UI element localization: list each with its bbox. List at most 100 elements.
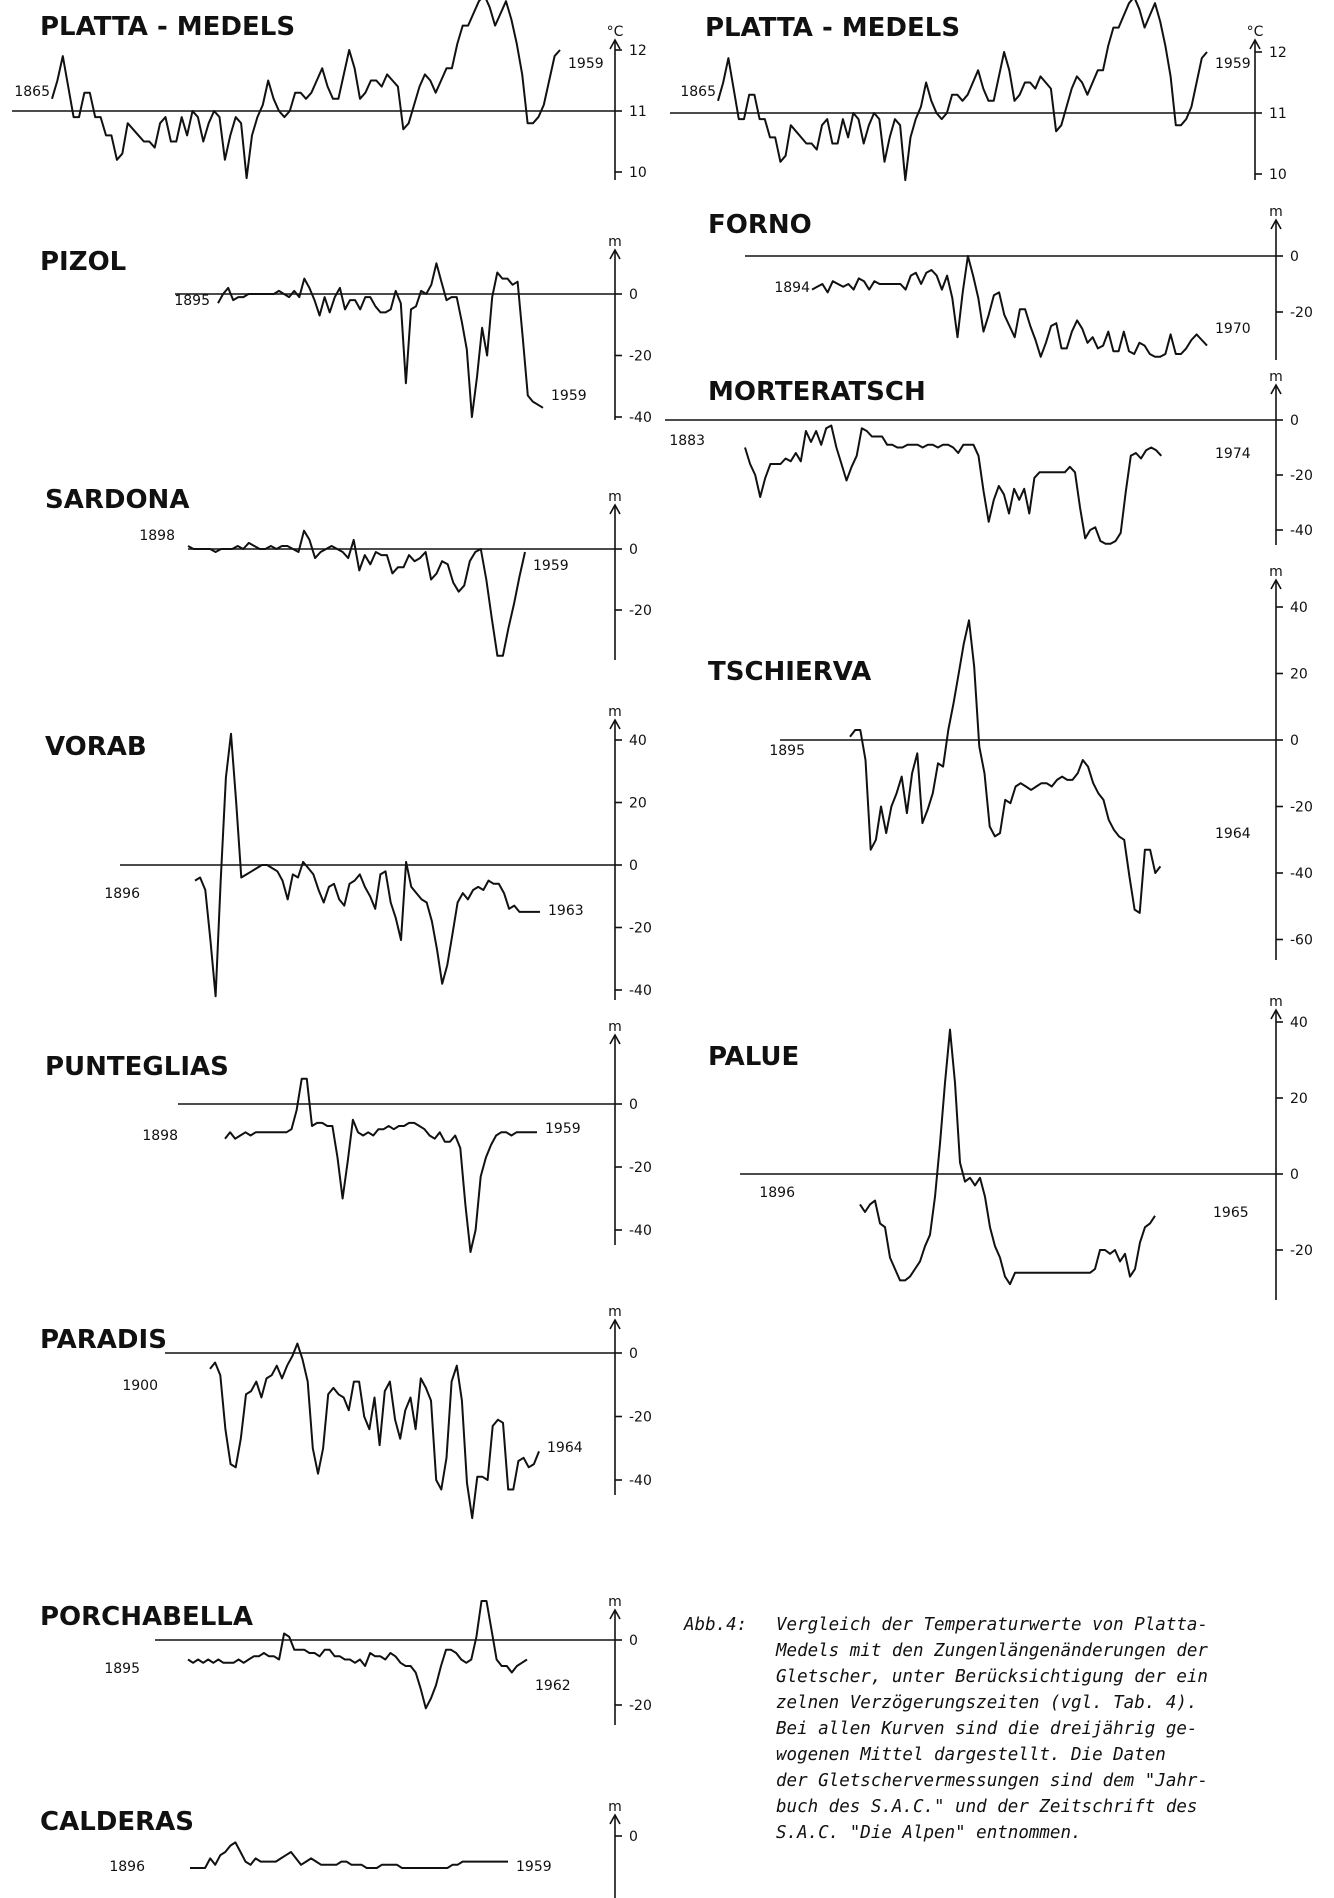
chart-title: TSCHIERVA xyxy=(708,657,871,687)
chart-title: VORAB xyxy=(45,732,147,762)
y-tick-label: 11 xyxy=(629,104,647,120)
chart-title: SARDONA xyxy=(45,485,189,515)
end-year-label: 1970 xyxy=(1215,321,1251,337)
axis-unit: °C xyxy=(1247,24,1264,40)
axis-arrow xyxy=(609,718,621,730)
chart-title: PUNTEGLIAS xyxy=(45,1052,229,1082)
caption-line: S.A.C. "Die Alpen" entnommen. xyxy=(776,1823,1082,1843)
chart-title: PALUE xyxy=(708,1042,799,1072)
y-tick-label: 0 xyxy=(1290,249,1299,265)
end-year-label: 1965 xyxy=(1213,1205,1249,1221)
axis-unit: m xyxy=(1269,369,1283,385)
y-tick-label: 40 xyxy=(1290,1015,1308,1031)
start-year-label: 1895 xyxy=(104,1661,140,1677)
y-tick-label: 0 xyxy=(1290,1167,1299,1183)
axis-unit: m xyxy=(1269,994,1283,1010)
chart-title: PORCHABELLA xyxy=(40,1602,253,1632)
start-year-label: 1898 xyxy=(139,528,175,544)
end-year-label: 1959 xyxy=(1215,56,1251,72)
axis-arrow xyxy=(609,1608,621,1620)
y-tick-label: -20 xyxy=(629,921,652,937)
start-year-label: 1895 xyxy=(769,743,805,759)
start-year-label: 1896 xyxy=(109,1859,145,1875)
y-tick-label: -40 xyxy=(629,1473,652,1489)
y-tick-label: 20 xyxy=(629,796,647,812)
start-year-label: 1898 xyxy=(142,1128,178,1144)
chart-panel: PARADIS m 0 -20 -40 1900 1964 xyxy=(40,1304,652,1520)
caption-line: Gletscher, unter Berücksichtigung der ei… xyxy=(776,1667,1208,1687)
caption-line: Medels mit den Zungenlängenänderungen de… xyxy=(776,1641,1208,1661)
caption-line: Vergleich der Temperaturwerte von Platta… xyxy=(776,1615,1208,1635)
series-line xyxy=(744,424,1163,545)
y-tick-label: -20 xyxy=(629,1698,652,1714)
caption-line: Bei allen Kurven sind die dreijährig ge- xyxy=(776,1719,1198,1739)
axis-unit: m xyxy=(1269,564,1283,580)
chart-panel: PLATTA - MEDELS °C 12 11 10 1865 1959 xyxy=(670,0,1287,183)
chart-panel: SARDONA m 0 -20 1898 1959 xyxy=(45,485,652,660)
chart-panel: VORAB m 40 20 0 -20 -40 1896 1963 xyxy=(45,704,652,1000)
chart-panel: PORCHABELLA m 0 -20 1895 1962 xyxy=(40,1594,652,1725)
y-tick-label: 40 xyxy=(629,733,647,749)
y-tick-label: -40 xyxy=(1290,523,1313,539)
chart-title: MORTERATSCH xyxy=(708,377,926,407)
caption-line: wogenen Mittel dargestellt. Die Daten xyxy=(776,1745,1166,1765)
series-line xyxy=(190,1841,508,1869)
axis-arrow xyxy=(1270,218,1282,230)
y-tick-label: 0 xyxy=(629,1633,638,1649)
start-year-label: 1865 xyxy=(680,84,716,100)
y-tick-label: -20 xyxy=(1290,305,1313,321)
y-tick-label: -40 xyxy=(1290,866,1313,882)
caption-line: buch des S.A.C." und der Zeitschrift des xyxy=(776,1797,1198,1817)
y-tick-label: 11 xyxy=(1269,106,1287,122)
figure-caption: Abb.4: Vergleich der Temperaturwerte von… xyxy=(684,1612,1334,1846)
series-line xyxy=(187,529,526,657)
axis-arrow xyxy=(609,1033,621,1045)
y-tick-label: -20 xyxy=(1290,468,1313,484)
y-tick-label: -20 xyxy=(629,603,652,619)
start-year-label: 1894 xyxy=(774,280,810,296)
series-line xyxy=(811,255,1208,358)
axis-arrow xyxy=(609,248,621,260)
start-year-label: 1883 xyxy=(669,433,705,449)
chart-panel: PALUE m 40 20 0 -20 1896 1965 xyxy=(708,994,1313,1300)
y-tick-label: 12 xyxy=(629,43,647,59)
axis-unit: m xyxy=(608,1304,622,1320)
y-tick-label: 20 xyxy=(1290,667,1308,683)
end-year-label: 1959 xyxy=(516,1859,552,1875)
axis-unit: m xyxy=(608,489,622,505)
axis-unit: m xyxy=(608,234,622,250)
y-tick-label: 12 xyxy=(1269,45,1287,61)
axis-unit: m xyxy=(608,1799,622,1815)
chart-panel: MORTERATSCH m 0 -20 -40 1883 1974 xyxy=(665,369,1313,545)
axis-arrow xyxy=(609,1813,621,1825)
axis-unit: m xyxy=(608,1019,622,1035)
y-tick-label: -60 xyxy=(1290,933,1313,949)
y-tick-label: -20 xyxy=(1290,800,1313,816)
y-tick-label: 20 xyxy=(1290,1091,1308,1107)
chart-panel: CALDERAS m0 1896 1959 xyxy=(40,1799,638,1898)
y-tick-label: 0 xyxy=(629,542,638,558)
axis-unit: °C xyxy=(607,24,624,40)
caption-label: Abb.4: xyxy=(684,1615,748,1635)
end-year-label: 1959 xyxy=(533,558,569,574)
start-year-label: 1895 xyxy=(174,293,210,309)
chart-panel: PUNTEGLIAS m 0 -20 -40 1898 1959 xyxy=(45,1019,652,1253)
axis-arrow xyxy=(609,1318,621,1330)
end-year-label: 1962 xyxy=(535,1678,571,1694)
start-year-label: 1865 xyxy=(14,84,50,100)
chart-panel: PLATTA - MEDELS °C 12 11 10 1865 1959 xyxy=(12,0,647,181)
chart-title: CALDERAS xyxy=(40,1807,194,1837)
end-year-label: 1959 xyxy=(551,388,587,404)
axis-arrow xyxy=(1249,38,1261,50)
y-tick-label: 10 xyxy=(1269,167,1287,183)
axis-arrow xyxy=(609,38,621,50)
caption-line: zelnen Verzögerungszeiten (vgl. Tab. 4). xyxy=(776,1693,1198,1713)
end-year-label: 1959 xyxy=(568,56,604,72)
y-tick-label: -20 xyxy=(629,1410,652,1426)
series-line xyxy=(51,0,561,180)
chart-title: PLATTA - MEDELS xyxy=(705,13,960,43)
axis-unit: m xyxy=(608,704,622,720)
end-year-label: 1974 xyxy=(1215,446,1251,462)
y-tick-label: -20 xyxy=(1290,1243,1313,1259)
